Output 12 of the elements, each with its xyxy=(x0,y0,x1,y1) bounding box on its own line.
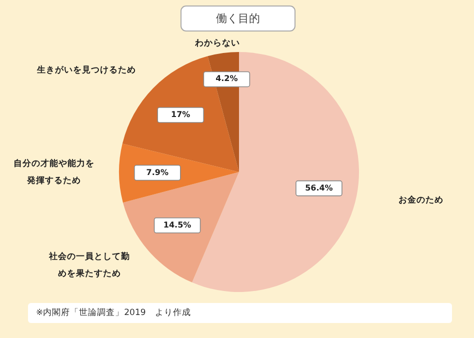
chart-title: 働く目的 xyxy=(216,12,260,26)
text: ※内閣府「世論調査」2019 より作成 xyxy=(36,307,191,318)
slice-label: 自分の才能や能力を発揮するため xyxy=(13,158,95,188)
data-label: 14.5% xyxy=(163,220,192,230)
slice-label: お金のため xyxy=(397,194,444,208)
data-label: 7.9% xyxy=(146,168,168,177)
data-label: 56.4% xyxy=(305,183,333,192)
slice-label: 生きがいを見つけるため xyxy=(36,64,136,78)
data-label: 4.2% xyxy=(216,74,238,84)
slice-label: わからない xyxy=(195,38,240,50)
slice-label: 社会の一員として勤めを果たすため xyxy=(48,250,130,282)
data-label: 17% xyxy=(171,110,190,120)
